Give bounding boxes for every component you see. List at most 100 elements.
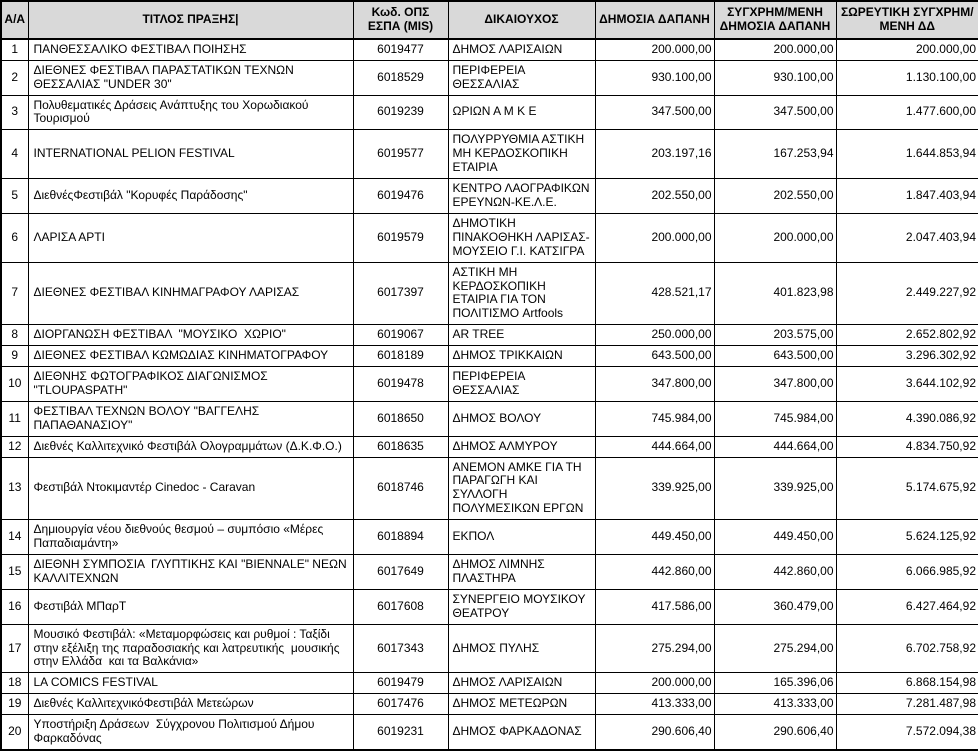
beneficiary-cell: ΔΗΜΟΤΙΚΗ ΠΙΝΑΚΟΘΗΚΗ ΛΑΡΙΣΑΣ-ΜΟΥΣΕΙΟ Γ.Ι.…	[447, 212, 596, 263]
beneficiary-cell: ΔΗΜΟΣ ΛΑΡΙΣΑΙΩΝ	[447, 38, 596, 61]
operation-title-cell: ΔΙΟΡΓΑΝΩΣΗ ΦΕΣΤΙΒΑΛ "ΜΟΥΣΙΚΟ ΧΩΡΙΟ"	[27, 324, 354, 347]
mis-code-cell: 6017343	[352, 623, 449, 674]
public-expense-cell: 442.860,00	[594, 554, 715, 590]
row-number-cell: 5	[0, 178, 29, 214]
table-row: 12 Διεθνές Καλλιτεχνικό Φεστιβάλ Ολογραμ…	[0, 435, 978, 458]
row-number-cell: 7	[0, 261, 29, 326]
public-expense-cell: 200.000,00	[594, 672, 715, 695]
operation-title-cell: Μουσικό Φεστιβάλ: «Μεταμορφώσεις και ρυθ…	[27, 623, 354, 674]
cumulative-cofinanced-cell: 6.702.758,92	[835, 623, 978, 674]
row-number-cell: 17	[0, 623, 29, 674]
cofinanced-public-expense-cell: 200.000,00	[713, 212, 837, 263]
mis-code-cell: 6017649	[352, 554, 449, 590]
operation-title-cell: ΔΙΕΘΝΕΣ ΦΕΣΤΙΒΑΛ ΚΩΜΩΔΙΑΣ ΚΙΝΗΜΑΤΟΓΡΑΦΟΥ	[27, 345, 354, 368]
mis-code-cell: 6019239	[352, 94, 449, 131]
public-expense-cell: 290.606,40	[594, 714, 715, 751]
beneficiary-cell: ΑΣΤΙΚΗ ΜΗ ΚΕΡΔΟΣΚΟΠΙΚΗ ΕΤΑΙΡΙΑ ΓΙΑ ΤΟΝ Π…	[447, 261, 596, 326]
cumulative-cofinanced-cell: 6.427.464,92	[835, 588, 978, 625]
public-expense-cell: 203.197,16	[594, 129, 715, 180]
cumulative-cofinanced-cell: 1.644.853,94	[835, 129, 978, 180]
beneficiary-cell: ΔΗΜΟΣ ΒΟΛΟΥ	[447, 400, 596, 437]
cumulative-cofinanced-cell: 6.868.154,98	[835, 672, 978, 695]
header-row: Α/Α ΤΙΤΛΟΣ ΠΡΑΞΗΣ| Κωδ. ΟΠΣ ΕΣΠΑ (MIS) Δ…	[0, 0, 978, 40]
beneficiary-cell: ΔΗΜΟΣ ΤΡΙΚΚΑΙΩΝ	[447, 345, 596, 368]
beneficiary-cell: ΠΟΛΥΡΡΥΘΜΙΑ ΑΣΤΙΚΗ ΜΗ ΚΕΡΔΟΣΚΟΠΙΚΗ ΕΤΑΙΡ…	[447, 129, 596, 180]
operation-title-cell: Διεθνές Καλλιτεχνικό Φεστιβάλ Ολογραμμάτ…	[27, 435, 354, 458]
row-number-cell: 6	[0, 212, 29, 263]
cofinanced-public-expense-cell: 745.984,00	[713, 400, 837, 437]
cofinanced-public-expense-cell: 347.500,00	[713, 94, 837, 131]
table-row: 6 ΛΑΡΙΣΑ ΑΡΤΙ 6019579 ΔΗΜΟΤΙΚΗ ΠΙΝΑΚΟΘΗΚ…	[0, 212, 978, 263]
public-expense-cell: 449.450,00	[594, 519, 715, 555]
mis-code-cell: 6019478	[352, 366, 449, 402]
header-cumulative-cofinanced: ΣΩΡΕΥΤΙΚΗ ΣΥΓΧΡΗΜ/ΜΕΝΗ ΔΔ	[835, 0, 978, 40]
public-expense-cell: 444.664,00	[594, 435, 715, 458]
header-operation-title: ΤΙΤΛΟΣ ΠΡΑΞΗΣ|	[27, 0, 354, 40]
table-row: 17 Μουσικό Φεστιβάλ: «Μεταμορφώσεις και …	[0, 623, 978, 674]
mis-code-cell: 6018650	[352, 400, 449, 437]
mis-code-cell: 6018635	[352, 435, 449, 458]
cumulative-cofinanced-cell: 1.847.403,94	[835, 178, 978, 214]
cumulative-cofinanced-cell: 4.390.086,92	[835, 400, 978, 437]
cofinanced-public-expense-cell: 339.925,00	[713, 456, 837, 521]
cofinanced-public-expense-cell: 203.575,00	[713, 324, 837, 347]
mis-code-cell: 6017397	[352, 261, 449, 326]
cumulative-cofinanced-cell: 1.477.600,00	[835, 94, 978, 131]
table-row: 19 Διεθνές ΚαλλιτεχνικόΦεστιβάλ Μετεώρων…	[0, 693, 978, 716]
cofinanced-public-expense-cell: 290.606,40	[713, 714, 837, 751]
table-row: 11 ΦΕΣΤΙΒΑΛ ΤΕΧΝΩΝ ΒΟΛΟΥ "ΒΑΓΓΕΛΗΣ ΠΑΠΑΘ…	[0, 400, 978, 437]
mis-code-cell: 6018529	[352, 59, 449, 96]
cofinanced-public-expense-cell: 442.860,00	[713, 554, 837, 590]
beneficiary-cell: ΔΗΜΟΣ ΛΑΡΙΣΑΙΩΝ	[447, 672, 596, 695]
public-expense-cell: 930.100,00	[594, 59, 715, 96]
cofinanced-public-expense-cell: 413.333,00	[713, 693, 837, 716]
table-row: 3 Πολυθεματικές Δράσεις Ανάπτυξης του Χο…	[0, 94, 978, 131]
public-expense-cell: 200.000,00	[594, 212, 715, 263]
mis-code-cell: 6019577	[352, 129, 449, 180]
cumulative-cofinanced-cell: 2.652.802,92	[835, 324, 978, 347]
row-number-cell: 2	[0, 59, 29, 96]
public-expense-cell: 643.500,00	[594, 345, 715, 368]
cumulative-cofinanced-cell: 4.834.750,92	[835, 435, 978, 458]
beneficiary-cell: ΣΥΝΕΡΓΕΙΟ ΜΟΥΣΙΚΟΥ ΘΕΑΤΡΟΥ	[447, 588, 596, 625]
table-row: 16 Φεστιβάλ ΜΠαρΤ 6017608 ΣΥΝΕΡΓΕΙΟ ΜΟΥΣ…	[0, 588, 978, 625]
table-row: 2 ΔΙΕΘΝΕΣ ΦΕΣΤΙΒΑΛ ΠΑΡΑΣΤΑΤΙΚΩΝ ΤΕΧΝΩΝ Θ…	[0, 59, 978, 96]
row-number-cell: 8	[0, 324, 29, 347]
table-row: 18 LA COMICS FESTIVAL 6019479 ΔΗΜΟΣ ΛΑΡΙ…	[0, 672, 978, 695]
mis-code-cell: 6019477	[352, 38, 449, 61]
cofinanced-public-expense-cell: 200.000,00	[713, 38, 837, 61]
beneficiary-cell: ΔΗΜΟΣ ΠΥΛΗΣ	[447, 623, 596, 674]
table-row: 8 ΔΙΟΡΓΑΝΩΣΗ ΦΕΣΤΙΒΑΛ "ΜΟΥΣΙΚΟ ΧΩΡΙΟ" 60…	[0, 324, 978, 347]
row-number-cell: 16	[0, 588, 29, 625]
public-expense-cell: 202.550,00	[594, 178, 715, 214]
row-number-cell: 19	[0, 693, 29, 716]
public-expense-cell: 347.500,00	[594, 94, 715, 131]
table-row: 13 Φεστιβάλ Ντοκιμαντέρ Cinedoc - Carava…	[0, 456, 978, 521]
mis-code-cell: 6017476	[352, 693, 449, 716]
row-number-cell: 12	[0, 435, 29, 458]
beneficiary-cell: ΔΗΜΟΣ ΦΑΡΚΑΔΟΝΑΣ	[447, 714, 596, 751]
public-expense-cell: 347.800,00	[594, 366, 715, 402]
row-number-cell: 9	[0, 345, 29, 368]
beneficiary-cell: AR TREE	[447, 324, 596, 347]
operation-title-cell: ΔΙΕΘΝΕΣ ΦΕΣΤΙΒΑΛ ΠΑΡΑΣΤΑΤΙΚΩΝ ΤΕΧΝΩΝ ΘΕΣ…	[27, 59, 354, 96]
mis-code-cell: 6018189	[352, 345, 449, 368]
table-row: 20 Υποστήριξη Δράσεων Σύγχρονου Πολιτισμ…	[0, 714, 978, 751]
operation-title-cell: ΔΙΕΘΝΗΣ ΦΩΤΟΓΡΑΦΙΚΟΣ ΔΙΑΓΩΝΙΣΜΟΣ "TLOUPA…	[27, 366, 354, 402]
cofinanced-public-expense-cell: 165.396,06	[713, 672, 837, 695]
beneficiary-cell: ΔΗΜΟΣ ΜΕΤΕΩΡΩΝ	[447, 693, 596, 716]
cumulative-cofinanced-cell: 2.047.403,94	[835, 212, 978, 263]
operation-title-cell: ΔιεθνέςΦεστιβάλ "Κορυφές Παράδοσης"	[27, 178, 354, 214]
cumulative-cofinanced-cell: 2.449.227,92	[835, 261, 978, 326]
cofinanced-public-expense-cell: 444.664,00	[713, 435, 837, 458]
beneficiary-cell: ΔΗΜΟΣ ΑΛΜΥΡΟΥ	[447, 435, 596, 458]
public-expense-cell: 745.984,00	[594, 400, 715, 437]
table-row: 7 ΔΙΕΘΝΕΣ ΦΕΣΤΙΒΑΛ ΚΙΝΗΜΑΓΡΑΦΟΥ ΛΑΡΙΣΑΣ …	[0, 261, 978, 326]
beneficiary-cell: ΑΝΕΜΟΝ ΑΜΚΕ ΓΙΑ ΤΗ ΠΑΡΑΓΩΓΗ ΚΑΙ ΣΥΛΛΟΓΗ …	[447, 456, 596, 521]
mis-code-cell: 6019476	[352, 178, 449, 214]
cumulative-cofinanced-cell: 3.644.102,92	[835, 366, 978, 402]
cofinanced-public-expense-cell: 167.253,94	[713, 129, 837, 180]
mis-code-cell: 6018894	[352, 519, 449, 555]
row-number-cell: 14	[0, 519, 29, 555]
mis-code-cell: 6019067	[352, 324, 449, 347]
